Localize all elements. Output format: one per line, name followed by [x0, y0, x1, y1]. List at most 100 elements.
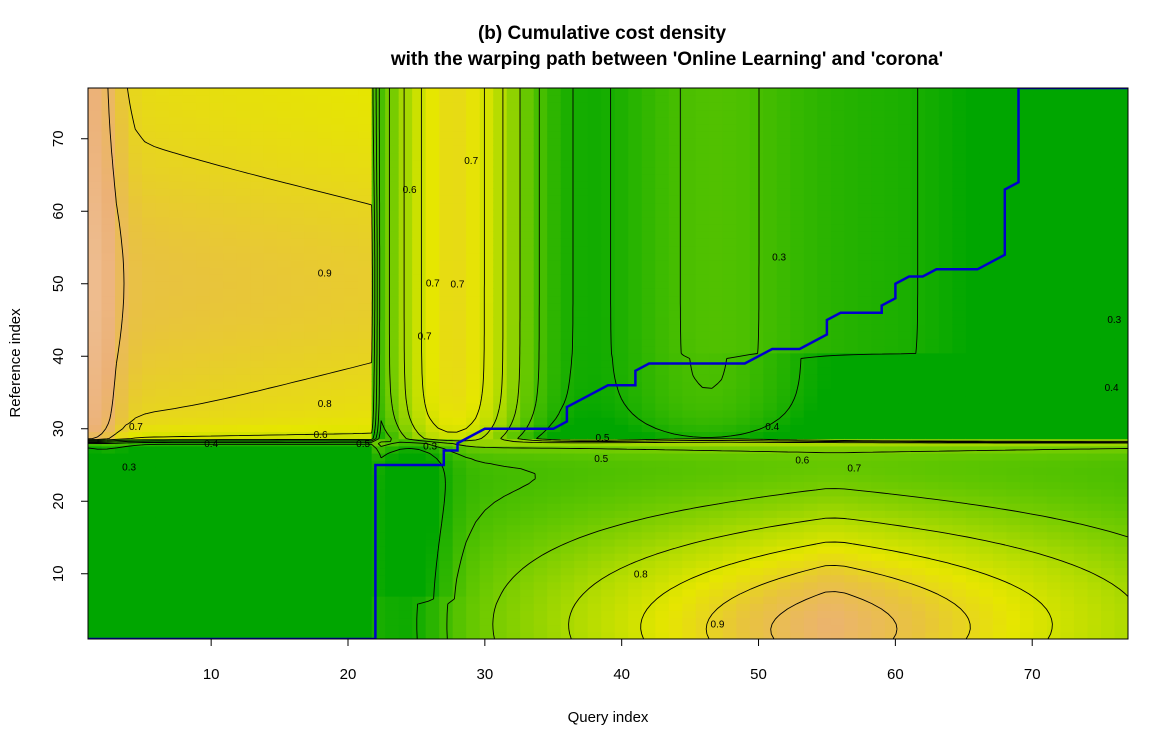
heatmap-cell [560, 495, 575, 504]
heatmap-cell [317, 410, 332, 418]
heatmap-cell [223, 145, 238, 154]
heatmap-cell [587, 367, 602, 375]
heatmap-cell [412, 309, 427, 318]
heatmap-cell [304, 503, 319, 511]
heatmap-cell [695, 481, 710, 490]
heatmap-cell [749, 195, 764, 204]
heatmap-cell [911, 424, 927, 433]
heatmap-cell [722, 367, 737, 375]
heatmap-cell [533, 417, 548, 425]
heatmap-cell [682, 374, 697, 382]
heatmap-cell [223, 567, 238, 576]
heatmap-cell [601, 495, 616, 504]
heatmap-cell [938, 102, 954, 111]
heatmap-cell [641, 345, 656, 354]
heatmap-cell [155, 474, 170, 483]
heatmap-cell [439, 488, 454, 497]
heatmap-cell [803, 388, 818, 397]
heatmap-cell [560, 581, 575, 590]
heatmap-cell [884, 281, 899, 289]
heatmap-cell [641, 109, 656, 118]
heatmap-cell [938, 145, 954, 154]
heatmap-cell [209, 309, 224, 318]
heatmap-cell [115, 181, 130, 189]
heatmap-cell [439, 288, 454, 297]
heatmap-cell [790, 95, 805, 103]
heatmap-cell [425, 517, 440, 526]
heatmap-cell [803, 531, 818, 540]
heatmap-cell [317, 524, 332, 533]
heatmap-cell [601, 216, 616, 225]
heatmap-cell [290, 474, 305, 483]
heatmap-cell [695, 216, 710, 225]
heatmap-cell [695, 130, 710, 139]
heatmap-cell [547, 560, 562, 569]
heatmap-cell [695, 603, 710, 611]
heatmap-cell [736, 88, 751, 96]
heatmap-cell [263, 445, 278, 454]
heatmap-cell [385, 438, 400, 447]
heatmap-cell [439, 209, 454, 218]
heatmap-cell [655, 281, 670, 289]
heatmap-cell [466, 231, 481, 239]
heatmap-cell [331, 123, 346, 132]
heatmap-cell [371, 231, 386, 239]
heatmap-cell [263, 95, 278, 103]
heatmap-cell [533, 553, 548, 561]
heatmap-cell [196, 274, 211, 282]
heatmap-cell [115, 331, 130, 340]
heatmap-cell [88, 495, 103, 504]
heatmap-cell [209, 209, 224, 218]
heatmap-cell [776, 481, 791, 490]
heatmap-cell [344, 281, 359, 289]
heatmap-cell [142, 130, 157, 139]
heatmap-cell [817, 130, 832, 139]
heatmap-cell [668, 581, 683, 590]
heatmap-cell [250, 102, 265, 111]
heatmap-cell [884, 252, 899, 261]
heatmap-cell [641, 324, 656, 332]
heatmap-cell [479, 367, 494, 375]
heatmap-cell [196, 331, 211, 340]
heatmap-cell [682, 223, 697, 232]
heatmap-cell [614, 209, 629, 218]
heatmap-cell [695, 316, 710, 325]
heatmap-cell [425, 545, 440, 554]
heatmap-cell [358, 510, 373, 518]
heatmap-cell [749, 130, 764, 139]
heatmap-cell [250, 610, 265, 619]
heatmap-cell [830, 159, 845, 168]
heatmap-cell [749, 309, 764, 318]
heatmap-cell [844, 216, 859, 225]
heatmap-cell [412, 481, 427, 490]
heatmap-cell [250, 367, 265, 375]
heatmap-cell [466, 503, 481, 511]
heatmap-cell [574, 588, 589, 597]
heatmap-cell [695, 510, 710, 518]
heatmap-cell [533, 503, 548, 511]
heatmap-cell [155, 245, 170, 254]
heatmap-cell [574, 431, 589, 440]
heatmap-cell [628, 359, 643, 368]
heatmap-cell [736, 402, 751, 411]
heatmap-cell [439, 531, 454, 540]
heatmap-cell [884, 531, 899, 540]
heatmap-cell [101, 295, 116, 304]
heatmap-cell [196, 202, 211, 211]
heatmap-cell [169, 145, 184, 154]
heatmap-cell [709, 159, 724, 168]
heatmap-cell [817, 553, 832, 561]
heatmap-cell [749, 617, 764, 626]
heatmap-cell [938, 123, 954, 132]
heatmap-cell [749, 495, 764, 504]
heatmap-cell [587, 159, 602, 168]
heatmap-cell [506, 302, 521, 311]
heatmap-cell [614, 223, 629, 232]
heatmap-cell [358, 266, 373, 275]
heatmap-cell [371, 338, 386, 347]
heatmap-cell [844, 624, 859, 633]
heatmap-cell [358, 574, 373, 583]
heatmap-cell [857, 274, 872, 282]
heatmap-cell [628, 460, 643, 468]
heatmap-cell [749, 431, 764, 440]
